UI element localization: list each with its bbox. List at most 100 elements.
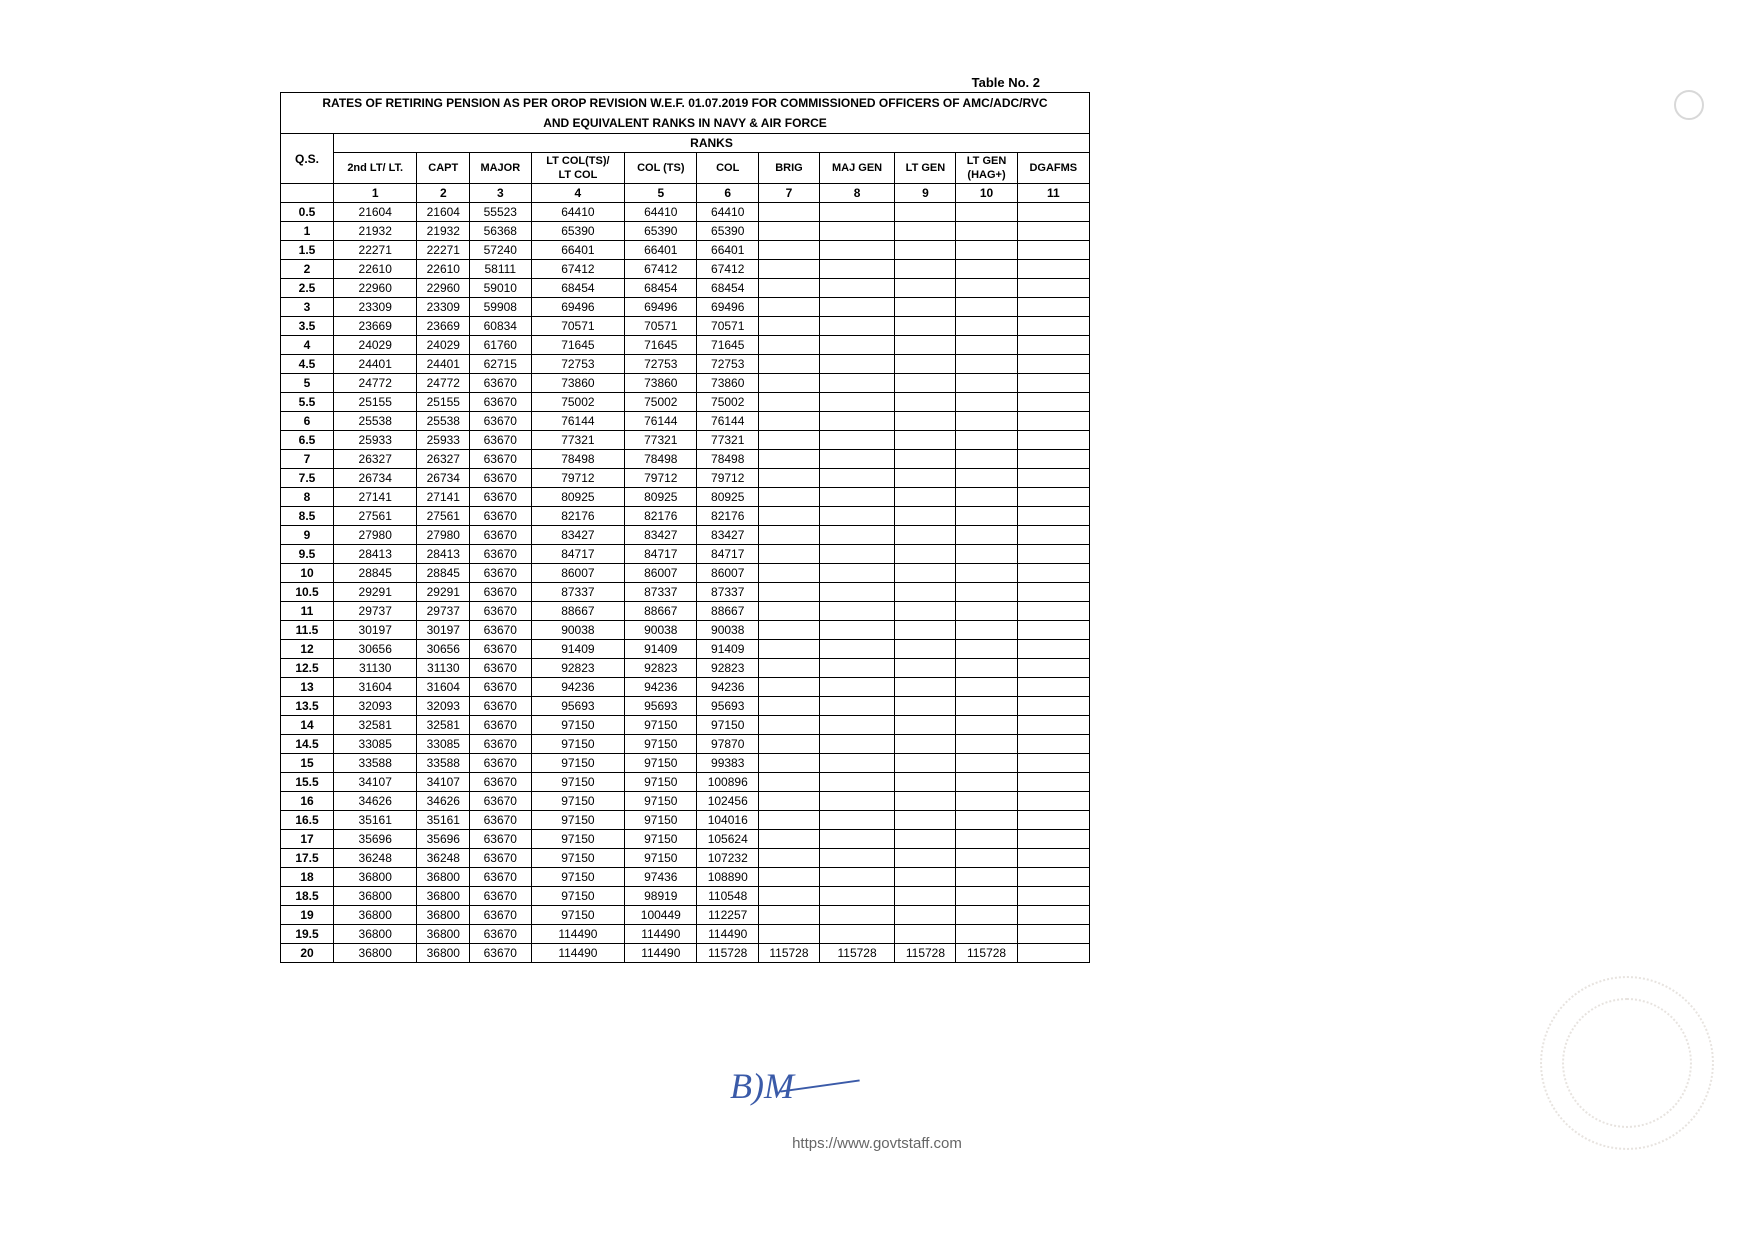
data-cell: 92823: [531, 659, 625, 678]
data-cell: [759, 393, 820, 412]
qs-cell: 8.5: [281, 507, 334, 526]
data-cell: [759, 792, 820, 811]
col-num-8: 9: [895, 184, 956, 203]
qs-cell: 16.5: [281, 811, 334, 830]
data-cell: 25538: [417, 412, 470, 431]
data-cell: 31130: [334, 659, 417, 678]
data-cell: [1017, 203, 1089, 222]
data-cell: 92823: [697, 659, 759, 678]
data-cell: 100896: [697, 773, 759, 792]
data-cell: [1017, 887, 1089, 906]
qs-cell: 19.5: [281, 925, 334, 944]
table-row: 17.53624836248636709715097150107232: [281, 849, 1090, 868]
ranks-header: RANKS: [334, 134, 1090, 153]
col-num-1: 2: [417, 184, 470, 203]
data-cell: 23669: [417, 317, 470, 336]
data-cell: 24401: [417, 355, 470, 374]
data-cell: 27980: [334, 526, 417, 545]
data-cell: 33588: [417, 754, 470, 773]
data-cell: [895, 735, 956, 754]
data-cell: [895, 868, 956, 887]
data-cell: [819, 773, 895, 792]
table-row: 4.5244012440162715727537275372753: [281, 355, 1090, 374]
data-cell: [759, 241, 820, 260]
data-cell: [819, 374, 895, 393]
data-cell: [895, 507, 956, 526]
data-cell: 36800: [417, 887, 470, 906]
data-cell: 92823: [625, 659, 697, 678]
qs-cell: 18: [281, 868, 334, 887]
data-cell: 21932: [334, 222, 417, 241]
qs-cell: 19: [281, 906, 334, 925]
data-cell: [819, 697, 895, 716]
data-cell: [819, 754, 895, 773]
data-cell: 115728: [819, 944, 895, 963]
data-cell: 100449: [625, 906, 697, 925]
data-cell: 98919: [625, 887, 697, 906]
data-cell: [895, 659, 956, 678]
data-cell: 99383: [697, 754, 759, 773]
data-cell: 66401: [625, 241, 697, 260]
data-cell: [759, 640, 820, 659]
data-cell: [819, 925, 895, 944]
data-cell: 95693: [531, 697, 625, 716]
source-url: https://www.govtstaff.com: [0, 1135, 1754, 1152]
data-cell: 22960: [334, 279, 417, 298]
table-row: 4240292402961760716457164571645: [281, 336, 1090, 355]
col-num-4: 5: [625, 184, 697, 203]
col-header-4: COL (TS): [625, 153, 697, 184]
data-cell: 88667: [531, 602, 625, 621]
data-cell: 77321: [625, 431, 697, 450]
data-cell: 63670: [470, 450, 531, 469]
data-cell: 63670: [470, 925, 531, 944]
data-cell: 55523: [470, 203, 531, 222]
data-cell: 77321: [531, 431, 625, 450]
data-cell: [956, 583, 1017, 602]
data-cell: 61760: [470, 336, 531, 355]
data-cell: [819, 583, 895, 602]
data-cell: [1017, 830, 1089, 849]
data-cell: [759, 735, 820, 754]
data-cell: [819, 279, 895, 298]
data-cell: [819, 830, 895, 849]
data-cell: 33085: [334, 735, 417, 754]
data-cell: [819, 526, 895, 545]
data-cell: [1017, 697, 1089, 716]
data-cell: 97150: [625, 830, 697, 849]
qs-cell: 15: [281, 754, 334, 773]
data-cell: 97150: [625, 849, 697, 868]
data-cell: [1017, 621, 1089, 640]
qs-cell: 16: [281, 792, 334, 811]
data-cell: [1017, 811, 1089, 830]
data-cell: 95693: [697, 697, 759, 716]
data-cell: 82176: [531, 507, 625, 526]
col-header-8: LT GEN: [895, 153, 956, 184]
qs-cell: 4.5: [281, 355, 334, 374]
data-cell: 80925: [531, 488, 625, 507]
col-header-9: LT GEN(HAG+): [956, 153, 1017, 184]
data-cell: 32581: [417, 716, 470, 735]
data-cell: [956, 431, 1017, 450]
qs-cell: 7: [281, 450, 334, 469]
qs-cell: 10: [281, 564, 334, 583]
data-cell: 71645: [531, 336, 625, 355]
data-cell: 28845: [334, 564, 417, 583]
data-cell: 22610: [334, 260, 417, 279]
data-cell: [759, 222, 820, 241]
data-cell: [819, 602, 895, 621]
qs-cell: 4: [281, 336, 334, 355]
data-cell: [759, 906, 820, 925]
data-cell: 63670: [470, 830, 531, 849]
col-num-3: 4: [531, 184, 625, 203]
data-cell: [759, 260, 820, 279]
table-row: 15335883358863670971509715099383: [281, 754, 1090, 773]
data-cell: [1017, 374, 1089, 393]
data-cell: [895, 583, 956, 602]
table-row: 11.5301973019763670900389003890038: [281, 621, 1090, 640]
data-cell: 84717: [625, 545, 697, 564]
table-row: 5.5251552515563670750027500275002: [281, 393, 1090, 412]
data-cell: 83427: [531, 526, 625, 545]
table-row: 7263272632763670784987849878498: [281, 450, 1090, 469]
data-cell: 30656: [334, 640, 417, 659]
data-cell: [1017, 279, 1089, 298]
